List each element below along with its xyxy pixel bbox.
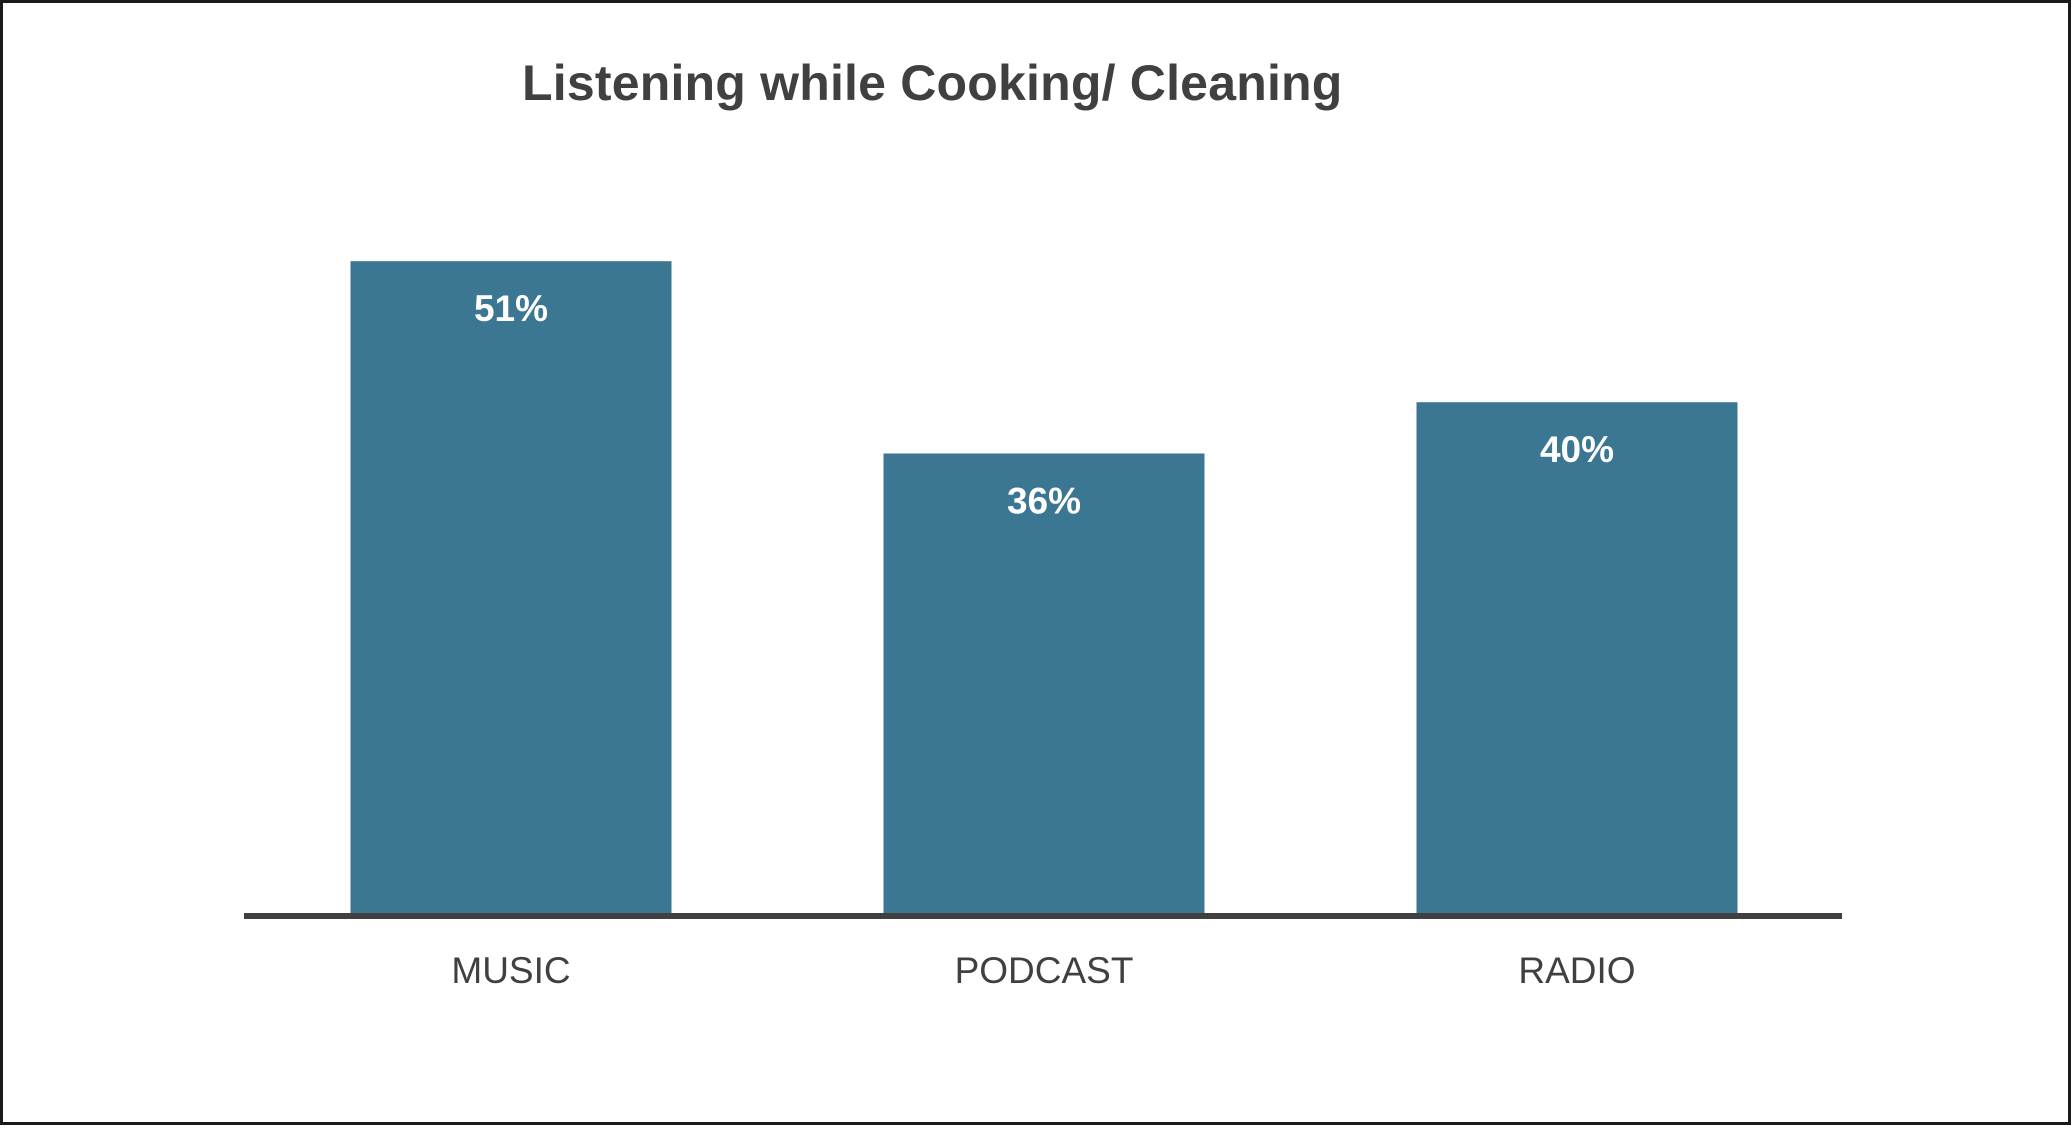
bar-chart: 51% MUSIC 36% PODCAST 40% RADIO (244, 261, 1842, 991)
bar-music (350, 261, 672, 915)
data-label-music: 51% (474, 288, 548, 329)
data-label-podcast: 36% (1007, 480, 1081, 521)
x-tick-label-music: MUSIC (451, 950, 570, 991)
bar-podcast (883, 453, 1205, 915)
x-tick-label-podcast: PODCAST (955, 950, 1134, 991)
chart-title: Listening while Cooking/ Cleaning (522, 55, 1343, 111)
bar-radio (1416, 402, 1738, 915)
data-label-radio: 40% (1540, 429, 1614, 470)
x-tick-label-radio: RADIO (1518, 950, 1635, 991)
